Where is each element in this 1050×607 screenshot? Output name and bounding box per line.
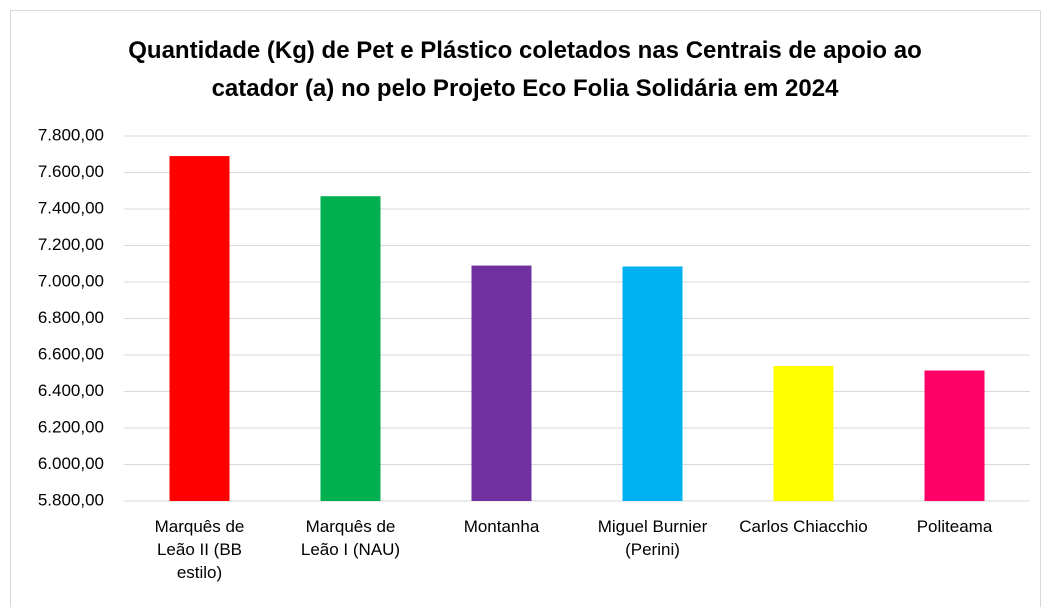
bar	[924, 370, 985, 501]
bar	[320, 196, 381, 501]
x-tick-label: Carlos Chiacchio	[739, 517, 868, 536]
bar	[169, 156, 230, 501]
y-tick-label: 7.800,00	[38, 125, 104, 144]
y-tick-label: 7.200,00	[38, 235, 104, 254]
y-tick-label: 6.000,00	[38, 454, 104, 473]
bar	[471, 265, 532, 501]
y-tick-label: 6.800,00	[38, 308, 104, 327]
bar	[622, 266, 683, 501]
x-tick-label: Marquês de Leão II (BB estilo)	[154, 517, 245, 582]
y-tick-label: 7.000,00	[38, 271, 104, 290]
y-tick-label: 6.400,00	[38, 381, 104, 400]
y-tick-label: 6.600,00	[38, 344, 104, 363]
x-tick-label: Politeama	[916, 517, 993, 536]
y-tick-label: 7.600,00	[38, 162, 104, 181]
y-tick-label: 6.200,00	[38, 417, 104, 436]
bar	[773, 365, 834, 501]
chart-title: Quantidade (Kg) de Pet e Plástico coleta…	[128, 37, 922, 102]
x-tick-label: Montanha	[463, 517, 540, 536]
x-tick-label: Marquês de Leão I (NAU)	[300, 517, 401, 559]
x-tick-label: Miguel Burnier (Perini)	[597, 517, 708, 559]
y-tick-label: 7.400,00	[38, 198, 104, 217]
y-tick-label: 5.800,00	[38, 490, 104, 509]
